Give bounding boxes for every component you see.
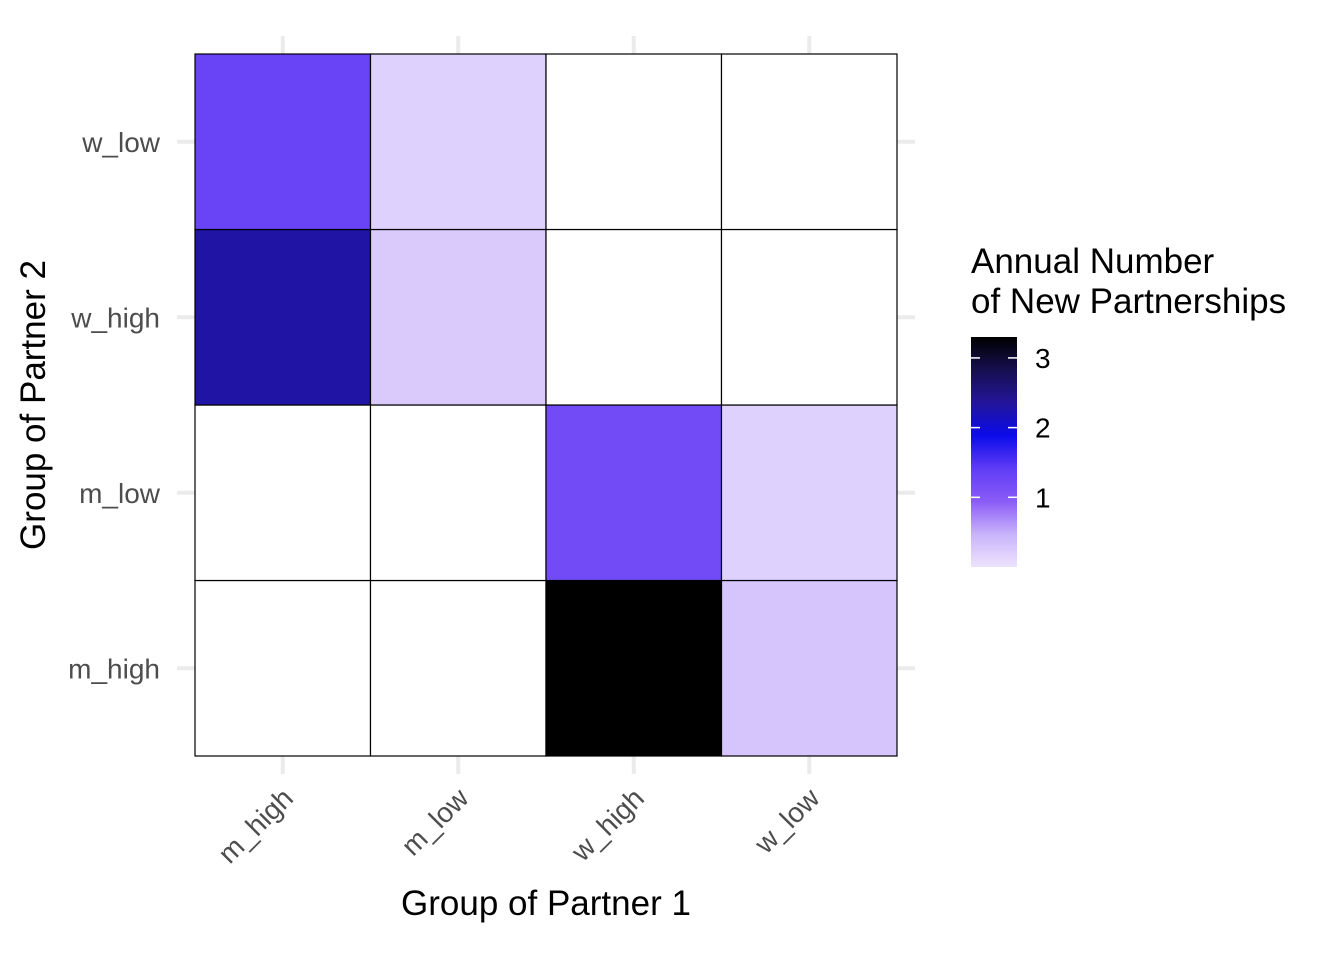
heatmap-cell-m_high-m_low [194,404,372,582]
heatmap-cell-m_low-w_low [369,53,547,231]
color-legend: Annual Number of New Partnerships 1 2 3 [971,242,1286,567]
heatmap-cell-w_high-w_high [545,228,723,406]
heatmap-cell-m_high-m_high [194,579,372,757]
x-tick-label-w_high: w_high [565,782,650,867]
heatmap-cell-w_high-m_low [545,404,723,582]
legend-title-line-1: Annual Number [971,242,1215,281]
heatmap-cell-m_low-w_high [369,228,547,406]
legend-label-1: 1 [1035,482,1051,513]
heatmap-cell-m_high-w_low [194,53,372,231]
heatmap-cell-w_high-m_high [545,579,723,757]
x-tick-label-w_low: w_low [748,782,826,860]
y-tick-label-m_high: m_high [68,653,160,684]
heatmap-cell-m_high-w_high [194,228,372,406]
x-axis-title: Group of Partner 1 [401,884,691,923]
y-tick-label-m_low: m_low [79,478,161,509]
legend-title-line-2: of New Partnerships [971,282,1286,321]
y-axis-ticks: m_high m_low w_high w_low [68,127,161,685]
legend-ticks: 1 2 3 [971,343,1051,513]
y-axis-title: Group of Partner 2 [14,260,53,550]
x-tick-label-m_low: m_low [395,782,475,862]
heatmap-cells [194,53,898,757]
y-tick-label-w_low: w_low [81,127,161,158]
heatmap-cell-m_low-m_high [369,579,547,757]
y-tick-label-w_high: w_high [70,302,160,333]
heatmap-cell-w_low-w_low [720,53,898,231]
heatmap-cell-w_high-w_low [545,53,723,231]
heatmap-cell-m_low-m_low [369,404,547,582]
heatmap-cell-w_low-m_high [720,579,898,757]
legend-color-bar [971,337,1017,567]
x-axis-ticks: m_high m_low w_high w_low [212,782,826,869]
heatmap-cell-w_low-m_low [720,404,898,582]
heatmap-cell-w_low-w_high [720,228,898,406]
x-tick-label-m_high: m_high [212,782,299,869]
legend-label-3: 3 [1035,343,1051,374]
legend-label-2: 2 [1035,413,1051,444]
